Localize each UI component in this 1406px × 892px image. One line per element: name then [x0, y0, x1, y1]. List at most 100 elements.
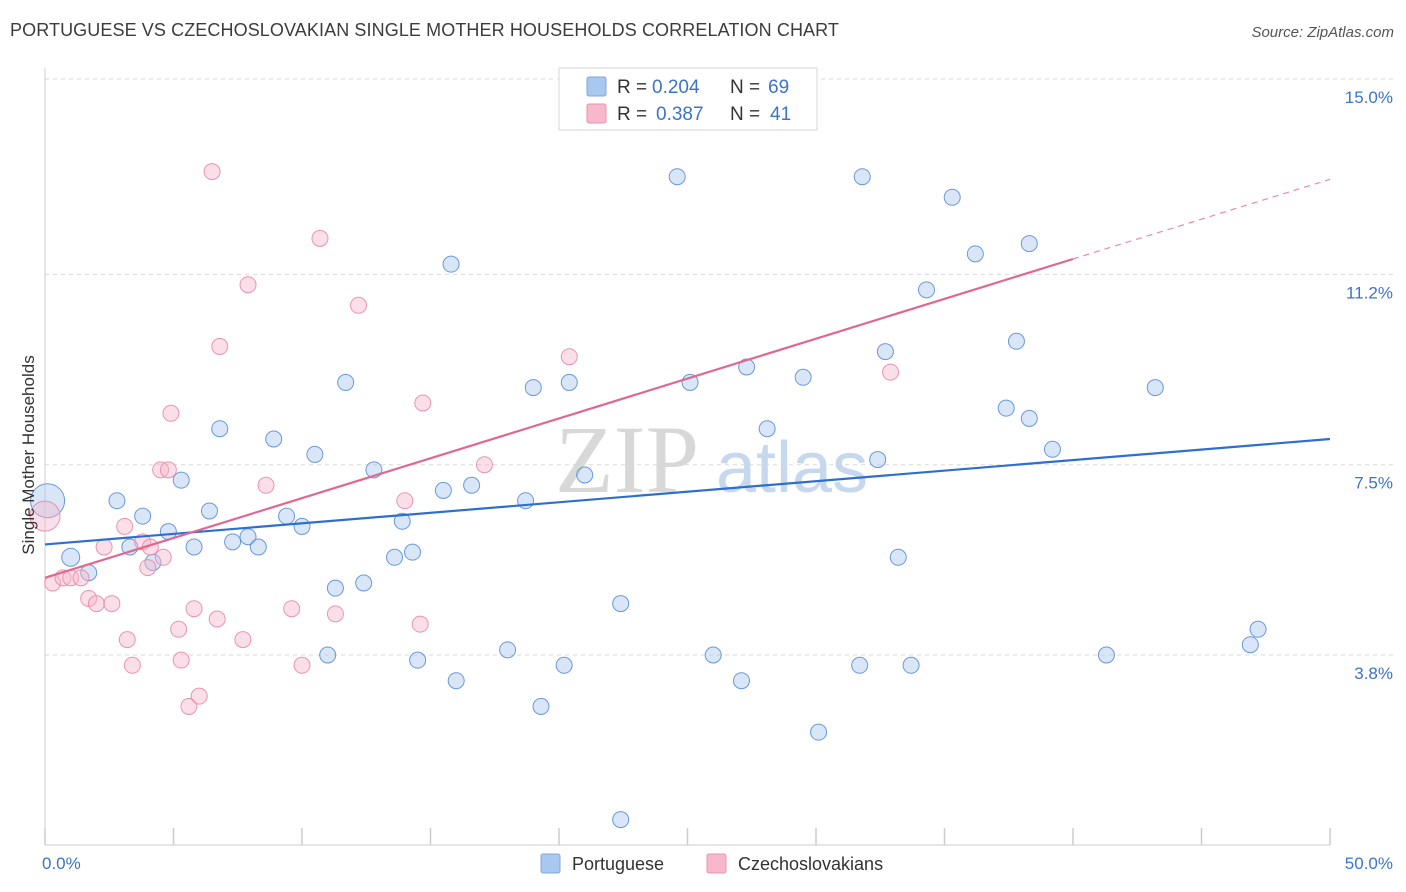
series-czechoslovakians: [29, 163, 900, 715]
portuguese-point: [794, 368, 812, 386]
portuguese-point: [293, 517, 311, 535]
czechoslovakians-point: [239, 276, 257, 294]
portuguese-point: [463, 476, 481, 494]
czechoslovakians-point: [475, 456, 493, 474]
portuguese-point: [306, 445, 324, 463]
y-tick-label: 3.8%: [1354, 664, 1393, 683]
czechoslovakians-point: [116, 517, 134, 535]
portuguese-point: [1146, 379, 1164, 397]
portuguese-point: [810, 723, 828, 741]
czechoslovakians-point: [172, 651, 190, 669]
czechoslovakians-point: [72, 569, 90, 587]
y-axis-label: Single Mother Households: [19, 355, 38, 554]
czechoslovakians-point: [139, 559, 157, 577]
czechoslovakians-point: [560, 348, 578, 366]
czechoslovakians-point: [29, 500, 61, 532]
bottom-legend-label-czechoslovakians: Czechoslovakians: [738, 854, 883, 874]
portuguese-point: [851, 656, 869, 674]
portuguese-trendline: [44, 437, 1331, 546]
portuguese-point: [249, 538, 267, 556]
portuguese-point: [393, 512, 411, 530]
portuguese-point: [889, 548, 907, 566]
portuguese-point: [943, 188, 961, 206]
bottom-legend: Portuguese Czechoslovakians: [540, 853, 883, 874]
czechoslovakians-point: [95, 538, 113, 556]
legend-n-label-portuguese: N =: [730, 77, 760, 98]
portuguese-point: [108, 492, 126, 510]
gridlines: [45, 78, 1393, 656]
portuguese-point: [560, 373, 578, 391]
czechoslovakians-point: [170, 620, 188, 638]
czechoslovakians-point: [154, 548, 172, 566]
czechoslovakians-point: [882, 363, 900, 381]
czechoslovakians-point: [283, 600, 301, 618]
legend-n-value-czechoslovakians: 41: [770, 104, 791, 125]
legend-swatch-portuguese: [586, 76, 607, 97]
portuguese-point: [997, 399, 1015, 417]
czechoslovakians-point: [103, 595, 121, 613]
portuguese-point: [1020, 409, 1038, 427]
portuguese-point: [732, 672, 750, 690]
legend-r-label-portuguese: R =: [617, 77, 647, 98]
portuguese-point: [409, 651, 427, 669]
legend-r-value-portuguese: 0.204: [652, 77, 700, 98]
series-portuguese: [30, 168, 1267, 829]
czechoslovakians-point: [87, 595, 105, 613]
czechoslovakians-point: [203, 163, 221, 181]
portuguese-point: [869, 451, 887, 469]
czechoslovakians-point: [350, 296, 368, 314]
portuguese-point: [319, 646, 337, 664]
portuguese-point: [442, 255, 460, 273]
portuguese-point: [853, 168, 871, 186]
czechoslovakians-point: [118, 631, 136, 649]
portuguese-point: [555, 656, 573, 674]
portuguese-point: [61, 547, 81, 567]
bottom-legend-swatch-czechoslovakians: [706, 853, 727, 874]
portuguese-point: [524, 379, 542, 397]
portuguese-point: [185, 538, 203, 556]
x-tick-label-max: 50.0%: [1345, 854, 1393, 873]
portuguese-point: [278, 507, 296, 525]
trendlines: [44, 178, 1331, 579]
czechoslovakians-point: [190, 687, 208, 705]
legend-r-label-czechoslovakians: R =: [617, 104, 647, 125]
portuguese-point: [134, 507, 152, 525]
portuguese-point: [200, 502, 218, 520]
source-label: Source: ZipAtlas.com: [1251, 24, 1394, 41]
czechoslovakians-trendline: [44, 257, 1074, 579]
portuguese-point: [224, 533, 242, 551]
portuguese-point: [447, 672, 465, 690]
legend-r-value-czechoslovakians: 0.387: [656, 104, 704, 125]
czechoslovakians-point: [234, 631, 252, 649]
portuguese-point: [902, 656, 920, 674]
portuguese-point: [758, 420, 776, 438]
czechoslovakians-point: [411, 615, 429, 633]
y-tick-label: 7.5%: [1354, 474, 1393, 493]
portuguese-point: [172, 471, 190, 489]
portuguese-point: [1249, 620, 1267, 638]
y-tick-label: 15.0%: [1345, 88, 1393, 107]
bottom-legend-label-portuguese: Portuguese: [572, 854, 664, 874]
portuguese-point: [1241, 636, 1259, 654]
czechoslovakians-point: [185, 600, 203, 618]
portuguese-point: [668, 168, 686, 186]
portuguese-point: [499, 641, 517, 659]
czechoslovakians-point: [396, 492, 414, 510]
czechoslovakians-point: [293, 656, 311, 674]
portuguese-point: [386, 548, 404, 566]
czechoslovakians-point: [311, 229, 329, 247]
czechoslovakians-point: [326, 605, 344, 623]
watermark: ZIP atlas: [555, 406, 868, 513]
czechoslovakians-point: [208, 610, 226, 628]
portuguese-point: [265, 430, 283, 448]
portuguese-point: [1097, 646, 1115, 664]
portuguese-point: [355, 574, 373, 592]
portuguese-point: [211, 420, 229, 438]
watermark-atlas: atlas: [716, 428, 868, 508]
portuguese-point: [1007, 332, 1025, 350]
top-legend: R = 0.204 N = 69 R = 0.387 N = 41: [558, 67, 818, 131]
watermark-zip: ZIP: [555, 406, 699, 513]
axes: [44, 68, 1331, 846]
portuguese-point: [404, 543, 422, 561]
